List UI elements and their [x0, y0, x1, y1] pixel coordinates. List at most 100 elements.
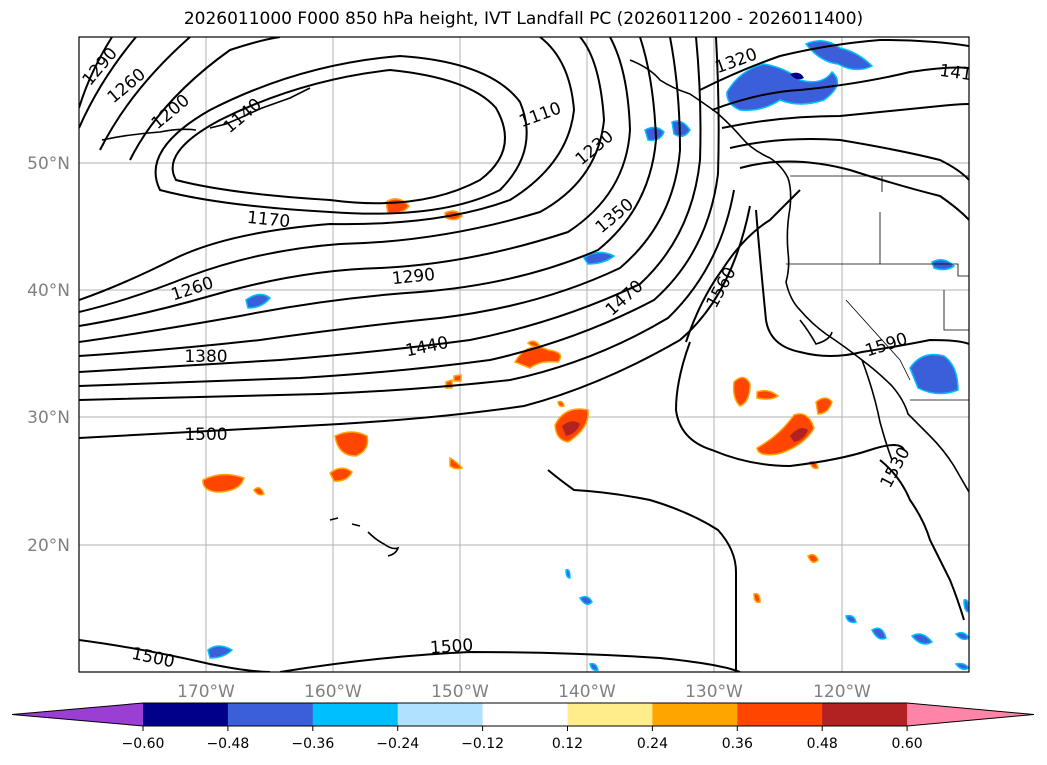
patch	[589, 662, 599, 672]
contour-line	[79, 37, 606, 313]
contour-line	[171, 68, 506, 205]
colorbar-tick-label: 0.48	[807, 736, 838, 752]
ivt-dark-red-cores	[562, 421, 808, 442]
lon-label-170w: 170°W	[177, 682, 235, 702]
colorbar-tick-label: 0.24	[637, 736, 668, 752]
contour-line	[79, 37, 576, 301]
height-contours	[79, 37, 969, 672]
contour-line	[729, 138, 969, 181]
colorbar-tick-label: 0.12	[552, 736, 583, 752]
patch	[845, 614, 857, 624]
latitude-labels: 50°N 40°N 30°N 20°N	[27, 154, 70, 556]
patch	[815, 397, 833, 415]
lon-label-120w: 120°W	[813, 682, 871, 702]
patch	[871, 627, 887, 640]
lon-label-160w: 160°W	[304, 682, 362, 702]
patch	[334, 431, 369, 457]
patch	[202, 473, 245, 493]
lat-label-20n: 20°N	[27, 536, 70, 556]
state-border-ca-nv	[845, 299, 911, 381]
contour-line	[879, 459, 965, 621]
contour-label: 1170	[246, 208, 291, 232]
longitude-labels: 170°W 160°W 150°W 140°W 130°W 120°W	[177, 682, 871, 702]
patch	[931, 259, 956, 271]
patch-core	[562, 421, 580, 436]
colorbar-ticks: −0.60 −0.48 −0.36 −0.24 −0.12 0.12 0.24 0.36 0.4…	[122, 726, 923, 752]
colorbar-segment	[567, 703, 653, 726]
contour-line	[79, 205, 751, 439]
patch-core	[790, 428, 808, 442]
colorbar-segment	[312, 703, 399, 726]
contour-line	[154, 54, 528, 215]
contour-line	[674, 341, 905, 468]
patch-core	[790, 72, 804, 80]
coastline-baja	[861, 359, 893, 461]
contour-line	[739, 160, 969, 221]
patch	[954, 662, 969, 671]
colorbar-tick-label: −0.60	[122, 736, 165, 752]
patch	[644, 126, 665, 142]
patch	[513, 346, 562, 369]
contour-line	[279, 650, 741, 672]
patch	[753, 592, 761, 604]
patch	[245, 293, 272, 309]
colorbar-segment	[822, 703, 908, 726]
patch	[578, 595, 593, 605]
state-border-ut	[943, 290, 969, 331]
colorbar-segment	[482, 703, 568, 726]
colorbar-tick-label: 0.36	[722, 736, 753, 752]
patch	[557, 400, 565, 408]
lon-label-150w: 150°W	[431, 682, 489, 702]
patch	[909, 353, 959, 395]
lon-label-140w: 140°W	[558, 682, 616, 702]
contour-line	[685, 189, 801, 343]
patch	[756, 389, 780, 400]
patch	[582, 251, 616, 265]
colorbar-segment	[227, 703, 314, 726]
colorbar-tick-label: 0.60	[892, 736, 923, 752]
coastline	[101, 128, 197, 141]
map-frame	[78, 36, 970, 673]
colorbar-extend-min	[12, 703, 143, 726]
colorbar-segment	[737, 703, 823, 726]
colorbar-extend-max	[907, 703, 1034, 726]
patch	[565, 568, 571, 579]
lon-label-130w: 130°W	[685, 682, 743, 702]
contour-line	[79, 37, 137, 129]
colorbar-segment	[397, 703, 484, 726]
borders	[786, 175, 969, 401]
colorbar-tick-label: −0.36	[291, 736, 334, 752]
contour-line	[755, 209, 969, 357]
patch	[453, 374, 462, 382]
contour-label: 1500	[184, 425, 227, 445]
patch	[253, 487, 265, 496]
patch	[756, 413, 815, 456]
contour-line	[79, 37, 682, 357]
contour-line	[721, 103, 969, 129]
colorbar-tick-label: −0.48	[206, 736, 249, 752]
patch	[449, 456, 464, 470]
contour-label: 1290	[391, 265, 436, 289]
state-borders	[786, 176, 969, 277]
patch	[732, 376, 751, 407]
colorbar-segment	[652, 703, 738, 726]
patch	[963, 599, 969, 613]
coastline	[209, 87, 311, 129]
contour-line	[79, 37, 113, 109]
patch	[207, 645, 234, 659]
colorbar-segment	[143, 703, 229, 726]
colorbar-tick-label: −0.12	[461, 736, 504, 752]
coastline-bay	[799, 319, 833, 345]
lat-label-50n: 50°N	[27, 154, 70, 174]
contour-line	[79, 37, 658, 343]
colorbar	[11, 702, 1035, 727]
coastline-hawaii	[329, 517, 400, 557]
contour-line	[99, 37, 191, 151]
map-title: 2026011000 F000 850 hPa height, IVT Land…	[183, 9, 864, 29]
patch	[329, 467, 353, 482]
contour-line	[129, 37, 281, 161]
contour-label: 141	[938, 61, 973, 85]
contour-label: 1500	[429, 636, 474, 659]
patch	[954, 631, 969, 641]
